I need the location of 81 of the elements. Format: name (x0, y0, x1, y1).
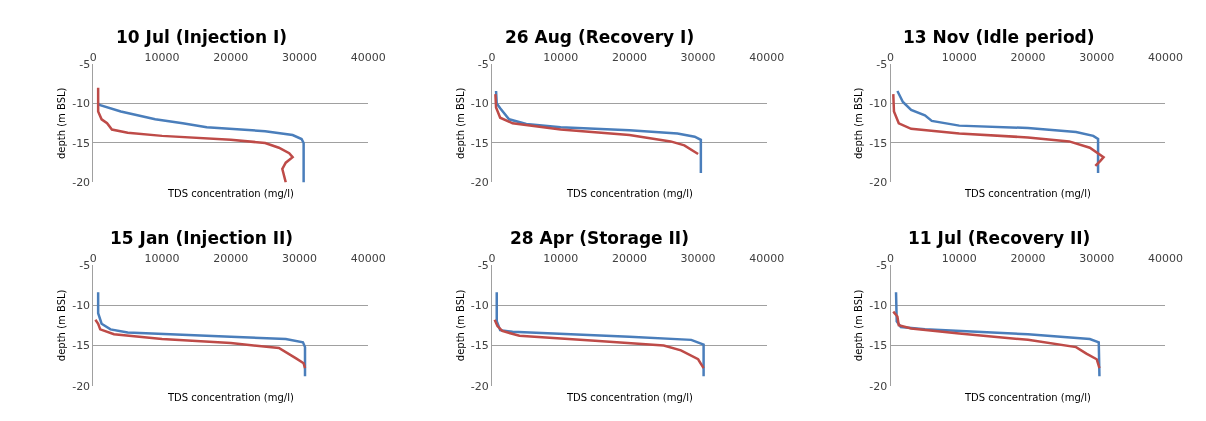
x-tick-label: 20000 (611, 251, 647, 265)
chart-title: 28 Apr (Storage II) (510, 228, 689, 248)
line-series (493, 318, 705, 370)
line-series (96, 102, 305, 183)
y-tick-label: -5 (79, 258, 91, 272)
line-series (96, 290, 307, 378)
y-tick-label: -5 (876, 258, 888, 272)
y-tick-label: -20 (869, 176, 888, 190)
x-tick-label: 0 (488, 251, 496, 265)
x-tick-label: 40000 (1147, 50, 1183, 64)
x-tick-label: 20000 (611, 50, 647, 64)
y-tick-label: -15 (72, 339, 91, 353)
x-axis-title: TDS concentration (mg/l) (566, 188, 693, 199)
y-axis-title: depth (m BSL) (454, 289, 466, 362)
x-tick-label: 40000 (350, 251, 386, 265)
x-tick-label: 30000 (1079, 251, 1115, 265)
x-tick-label: 40000 (749, 251, 785, 265)
y-tick-label: -20 (470, 379, 489, 393)
chart-title: 15 Jan (Injection II) (110, 228, 294, 248)
line-series (494, 92, 700, 156)
x-tick-label: 30000 (680, 251, 716, 265)
y-tick-label: -10 (869, 298, 888, 312)
x-tick-label: 0 (887, 251, 895, 265)
x-tick-label: 0 (89, 251, 97, 265)
x-tick-label: 10000 (144, 251, 180, 265)
x-tick-label: 20000 (213, 251, 249, 265)
y-tick-label: -15 (470, 339, 489, 353)
x-axis-title: TDS concentration (mg/l) (167, 392, 294, 403)
x-tick-label: 30000 (680, 50, 716, 64)
x-axis-title: TDS concentration (mg/l) (964, 188, 1091, 199)
y-tick-label: -15 (869, 136, 888, 150)
line-series (892, 310, 1101, 370)
y-tick-label: -10 (72, 97, 91, 111)
chart-title: 11 Jul (Recovery II) (908, 228, 1091, 248)
y-tick-label: -20 (869, 379, 888, 393)
y-tick-label: -5 (876, 58, 888, 71)
x-tick-label: 40000 (1147, 251, 1183, 265)
x-tick-label: 10000 (144, 50, 180, 64)
y-tick-label: -5 (477, 258, 489, 272)
x-tick-label: 0 (887, 50, 895, 64)
line-series (96, 86, 294, 183)
x-tick-label: 0 (89, 50, 97, 64)
y-tick-label: -15 (869, 339, 888, 353)
y-tick-label: -20 (470, 176, 489, 190)
x-tick-label: 10000 (941, 50, 977, 64)
x-axis-title: TDS concentration (mg/l) (566, 392, 693, 403)
y-axis-title: depth (m BSL) (853, 87, 865, 160)
y-axis-title: depth (m BSL) (56, 87, 68, 160)
chart-title: 13 Nov (Idle period) (903, 27, 1095, 47)
y-tick-label: -20 (72, 176, 91, 190)
x-tick-label: 10000 (941, 251, 977, 265)
y-axis-title: depth (m BSL) (56, 289, 68, 362)
y-tick-label: -10 (470, 97, 489, 111)
y-tick-label: -15 (72, 136, 91, 150)
chart-title: 10 Jul (Injection I) (116, 27, 288, 47)
x-tick-label: 0 (488, 50, 496, 64)
x-tick-label: 20000 (1010, 50, 1046, 64)
x-axis-title: TDS concentration (mg/l) (167, 188, 294, 199)
x-tick-label: 30000 (282, 251, 318, 265)
y-tick-label: -10 (470, 298, 489, 312)
y-tick-label: -20 (72, 379, 91, 393)
line-series (94, 318, 307, 370)
x-tick-label: 30000 (282, 50, 318, 64)
x-tick-label: 30000 (1079, 50, 1115, 64)
x-tick-label: 10000 (543, 50, 579, 64)
y-tick-label: -15 (470, 136, 489, 150)
chart-title: 26 Aug (Recovery I) (505, 27, 695, 47)
x-tick-label: 40000 (350, 50, 386, 64)
y-axis-title: depth (m BSL) (853, 289, 865, 362)
y-tick-label: -5 (79, 58, 91, 71)
y-tick-label: -10 (869, 97, 888, 111)
x-tick-label: 20000 (1010, 251, 1046, 265)
x-tick-label: 20000 (213, 50, 249, 64)
y-tick-label: -5 (477, 58, 489, 71)
y-tick-label: -10 (72, 298, 91, 312)
x-axis-title: TDS concentration (mg/l) (964, 392, 1091, 403)
y-axis-title: depth (m BSL) (454, 87, 466, 160)
x-tick-label: 10000 (543, 251, 579, 265)
line-series (494, 89, 703, 175)
line-series (495, 290, 705, 378)
x-tick-label: 40000 (749, 50, 785, 64)
